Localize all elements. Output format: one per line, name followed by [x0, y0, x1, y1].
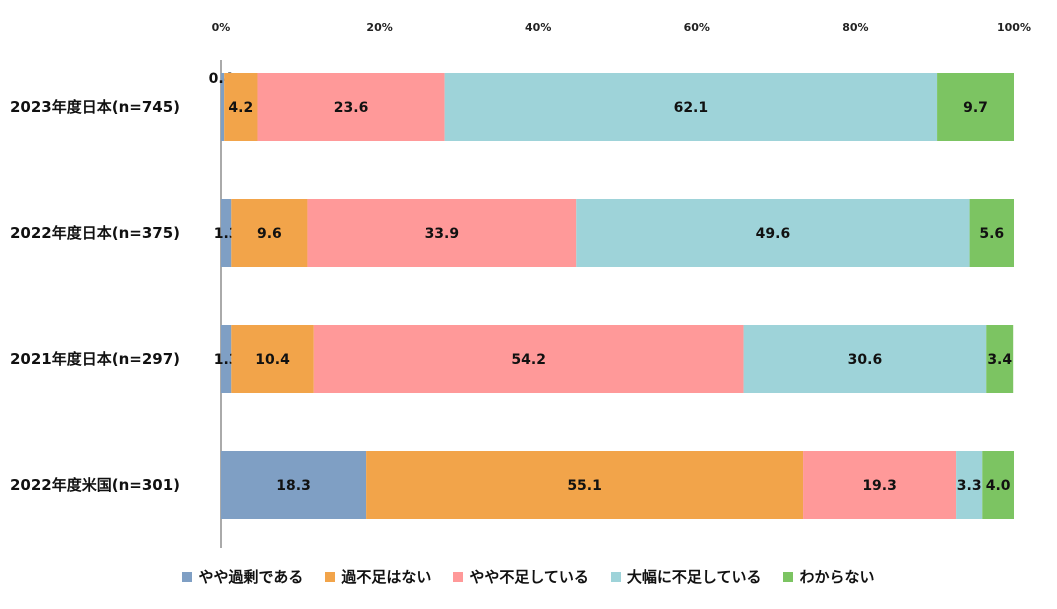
data-label-2-4: 3.4	[987, 352, 1012, 368]
data-label-3-1: 55.1	[567, 478, 602, 494]
data-label-0-3: 62.1	[674, 100, 709, 116]
data-label-1-2: 33.9	[425, 226, 460, 242]
bar-segment-0-3	[444, 73, 938, 141]
legend-swatch-1	[325, 571, 336, 582]
x-tick-label-1: 20%	[366, 21, 392, 34]
bar-segment-2-1	[231, 325, 314, 393]
data-label-1-1: 9.6	[257, 226, 282, 242]
x-tick-label-4: 80%	[842, 21, 868, 34]
category-label-1: 2022年度日本(n=375)	[10, 224, 180, 242]
bar-segment-1-0	[221, 199, 232, 267]
legend-swatch-2	[453, 571, 464, 582]
data-label-1-4: 5.6	[979, 226, 1004, 242]
bar-segment-3-1	[366, 451, 804, 519]
bar-segment-1-4	[969, 199, 1014, 267]
legend-item-2: やや不足している	[453, 566, 589, 587]
legend-label-2: やや不足している	[469, 568, 589, 586]
bar-segment-3-4	[982, 451, 1014, 519]
legend-label-0: やや過剰である	[198, 568, 304, 586]
data-label-2-3: 30.6	[848, 352, 883, 368]
bar-segment-0-4	[937, 73, 1014, 141]
data-label-3-0: 18.3	[276, 478, 311, 494]
data-label-0-1: 4.2	[228, 100, 253, 116]
category-label-0: 2023年度日本(n=745)	[10, 98, 180, 116]
bar-segment-1-2	[307, 199, 577, 267]
legend: やや過剰である 過不足はない やや不足している 大幅に不足している わからない	[0, 566, 1057, 587]
data-label-3-4: 4.0	[986, 478, 1011, 494]
bar-segment-2-2	[313, 325, 744, 393]
bar-segment-3-2	[803, 451, 957, 519]
legend-label-4: わからない	[799, 568, 875, 586]
bar-segment-3-0	[221, 451, 367, 519]
category-label-3: 2022年度米国(n=301)	[10, 476, 180, 494]
data-label-3-2: 19.3	[862, 478, 897, 494]
data-label-0-2: 23.6	[334, 100, 369, 116]
bar-segment-2-3	[743, 325, 987, 393]
legend-label-3: 大幅に不足している	[626, 568, 762, 586]
category-label-2: 2021年度日本(n=297)	[10, 350, 180, 368]
legend-swatch-0	[182, 571, 193, 582]
bar-segment-2-0	[221, 325, 232, 393]
bar-segment-1-3	[576, 199, 970, 267]
data-label-0-4: 9.7	[963, 100, 988, 116]
x-tick-label-2: 40%	[525, 21, 551, 34]
legend-swatch-3	[610, 571, 621, 582]
legend-item-1: 過不足はない	[325, 566, 431, 587]
legend-item-3: 大幅に不足している	[610, 566, 762, 587]
legend-label-1: 過不足はない	[341, 568, 432, 586]
data-label-1-3: 49.6	[756, 226, 791, 242]
data-label-2-2: 54.2	[511, 352, 546, 368]
bar-segment-0-0	[221, 73, 225, 141]
bar-segment-0-2	[257, 73, 445, 141]
bar-segment-2-4	[986, 325, 1014, 393]
legend-swatch-4	[783, 571, 794, 582]
bar-segment-0-1	[224, 73, 258, 141]
bar-segment-3-3	[956, 451, 983, 519]
stacked-bar-chart: 0% 20% 40% 60% 80% 100%2023年度日本(n=745)0.44.2 2…	[10, 21, 1031, 548]
bar-segment-1-1	[231, 199, 308, 267]
legend-item-0: やや過剰である	[182, 566, 303, 587]
x-tick-label-0: 0%	[212, 21, 231, 34]
data-label-3-3: 3.3	[957, 478, 982, 494]
x-tick-label-5: 100%	[997, 21, 1031, 34]
x-tick-label-3: 60%	[684, 21, 710, 34]
legend-item-4: わからない	[783, 566, 875, 587]
data-label-2-1: 10.4	[255, 352, 290, 368]
